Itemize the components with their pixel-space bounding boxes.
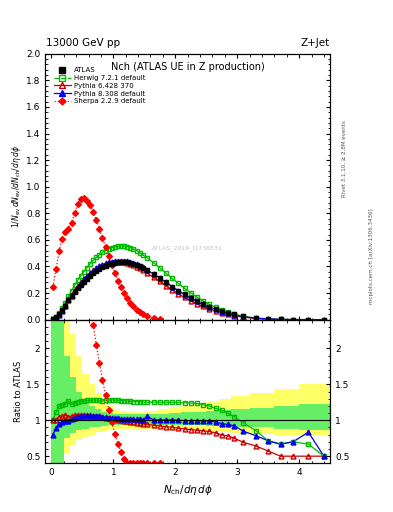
Bar [182,406,194,430]
Bar [138,415,144,424]
Bar [219,399,231,433]
Bar [157,410,169,429]
Bar [194,412,206,425]
X-axis label: $N_\mathrm{ch}/d\eta\,d\phi$: $N_\mathrm{ch}/d\eta\,d\phi$ [163,483,213,497]
Bar [107,406,113,430]
Bar [70,334,76,445]
Bar [64,355,70,438]
Bar [119,414,126,424]
Bar [169,408,182,430]
Bar [58,319,64,463]
Bar [206,401,219,432]
Bar [231,396,250,433]
Bar [144,411,157,429]
Y-axis label: Ratio to ATLAS: Ratio to ATLAS [14,361,23,422]
Bar [194,404,206,431]
Y-axis label: $1/N_\mathrm{ev}\,dN_\mathrm{ev}/dN_\mathrm{ch}/d\eta\,d\phi$: $1/N_\mathrm{ev}\,dN_\mathrm{ev}/dN_\mat… [10,145,23,228]
Bar [182,412,194,425]
Bar [126,412,132,429]
Bar [113,410,119,429]
Legend: ATLAS, Herwig 7.2.1 default, Pythia 6.428 370, Pythia 8.308 default, Sherpa 2.2.: ATLAS, Herwig 7.2.1 default, Pythia 6.42… [51,65,148,106]
Bar [219,410,231,426]
Text: ATLAS_2019_I1736531: ATLAS_2019_I1736531 [152,245,223,251]
Bar [132,412,138,429]
Bar [144,415,157,424]
Bar [83,400,88,429]
Bar [101,412,107,426]
Bar [119,411,126,429]
Text: Nch (ATLAS UE in Z production): Nch (ATLAS UE in Z production) [111,62,264,72]
Bar [88,406,95,428]
Bar [83,374,88,437]
Bar [58,319,64,463]
Bar [95,393,101,433]
Bar [107,413,113,425]
Bar [88,385,95,435]
Text: mcplots.cern.ch [arXiv:1306.3436]: mcplots.cern.ch [arXiv:1306.3436] [369,208,374,304]
Bar [126,415,132,424]
Bar [250,408,274,428]
Bar [51,319,58,463]
Bar [299,385,330,436]
Bar [250,393,274,434]
Text: 13000 GeV pp: 13000 GeV pp [46,37,121,48]
Bar [95,410,101,426]
Bar [274,389,299,435]
Bar [76,392,83,430]
Text: Z+Jet: Z+Jet [300,37,329,48]
Bar [70,377,76,433]
Bar [157,414,169,424]
Bar [132,415,138,424]
Bar [76,355,83,440]
Text: Rivet 3.1.10, ≥ 2.8M events: Rivet 3.1.10, ≥ 2.8M events [342,120,346,197]
Bar [64,319,70,453]
Bar [206,411,219,426]
Bar [51,319,58,463]
Bar [138,412,144,429]
Bar [169,413,182,425]
Bar [274,406,299,429]
Bar [101,400,107,431]
Bar [231,410,250,428]
Bar [299,404,330,430]
Bar [113,414,119,425]
